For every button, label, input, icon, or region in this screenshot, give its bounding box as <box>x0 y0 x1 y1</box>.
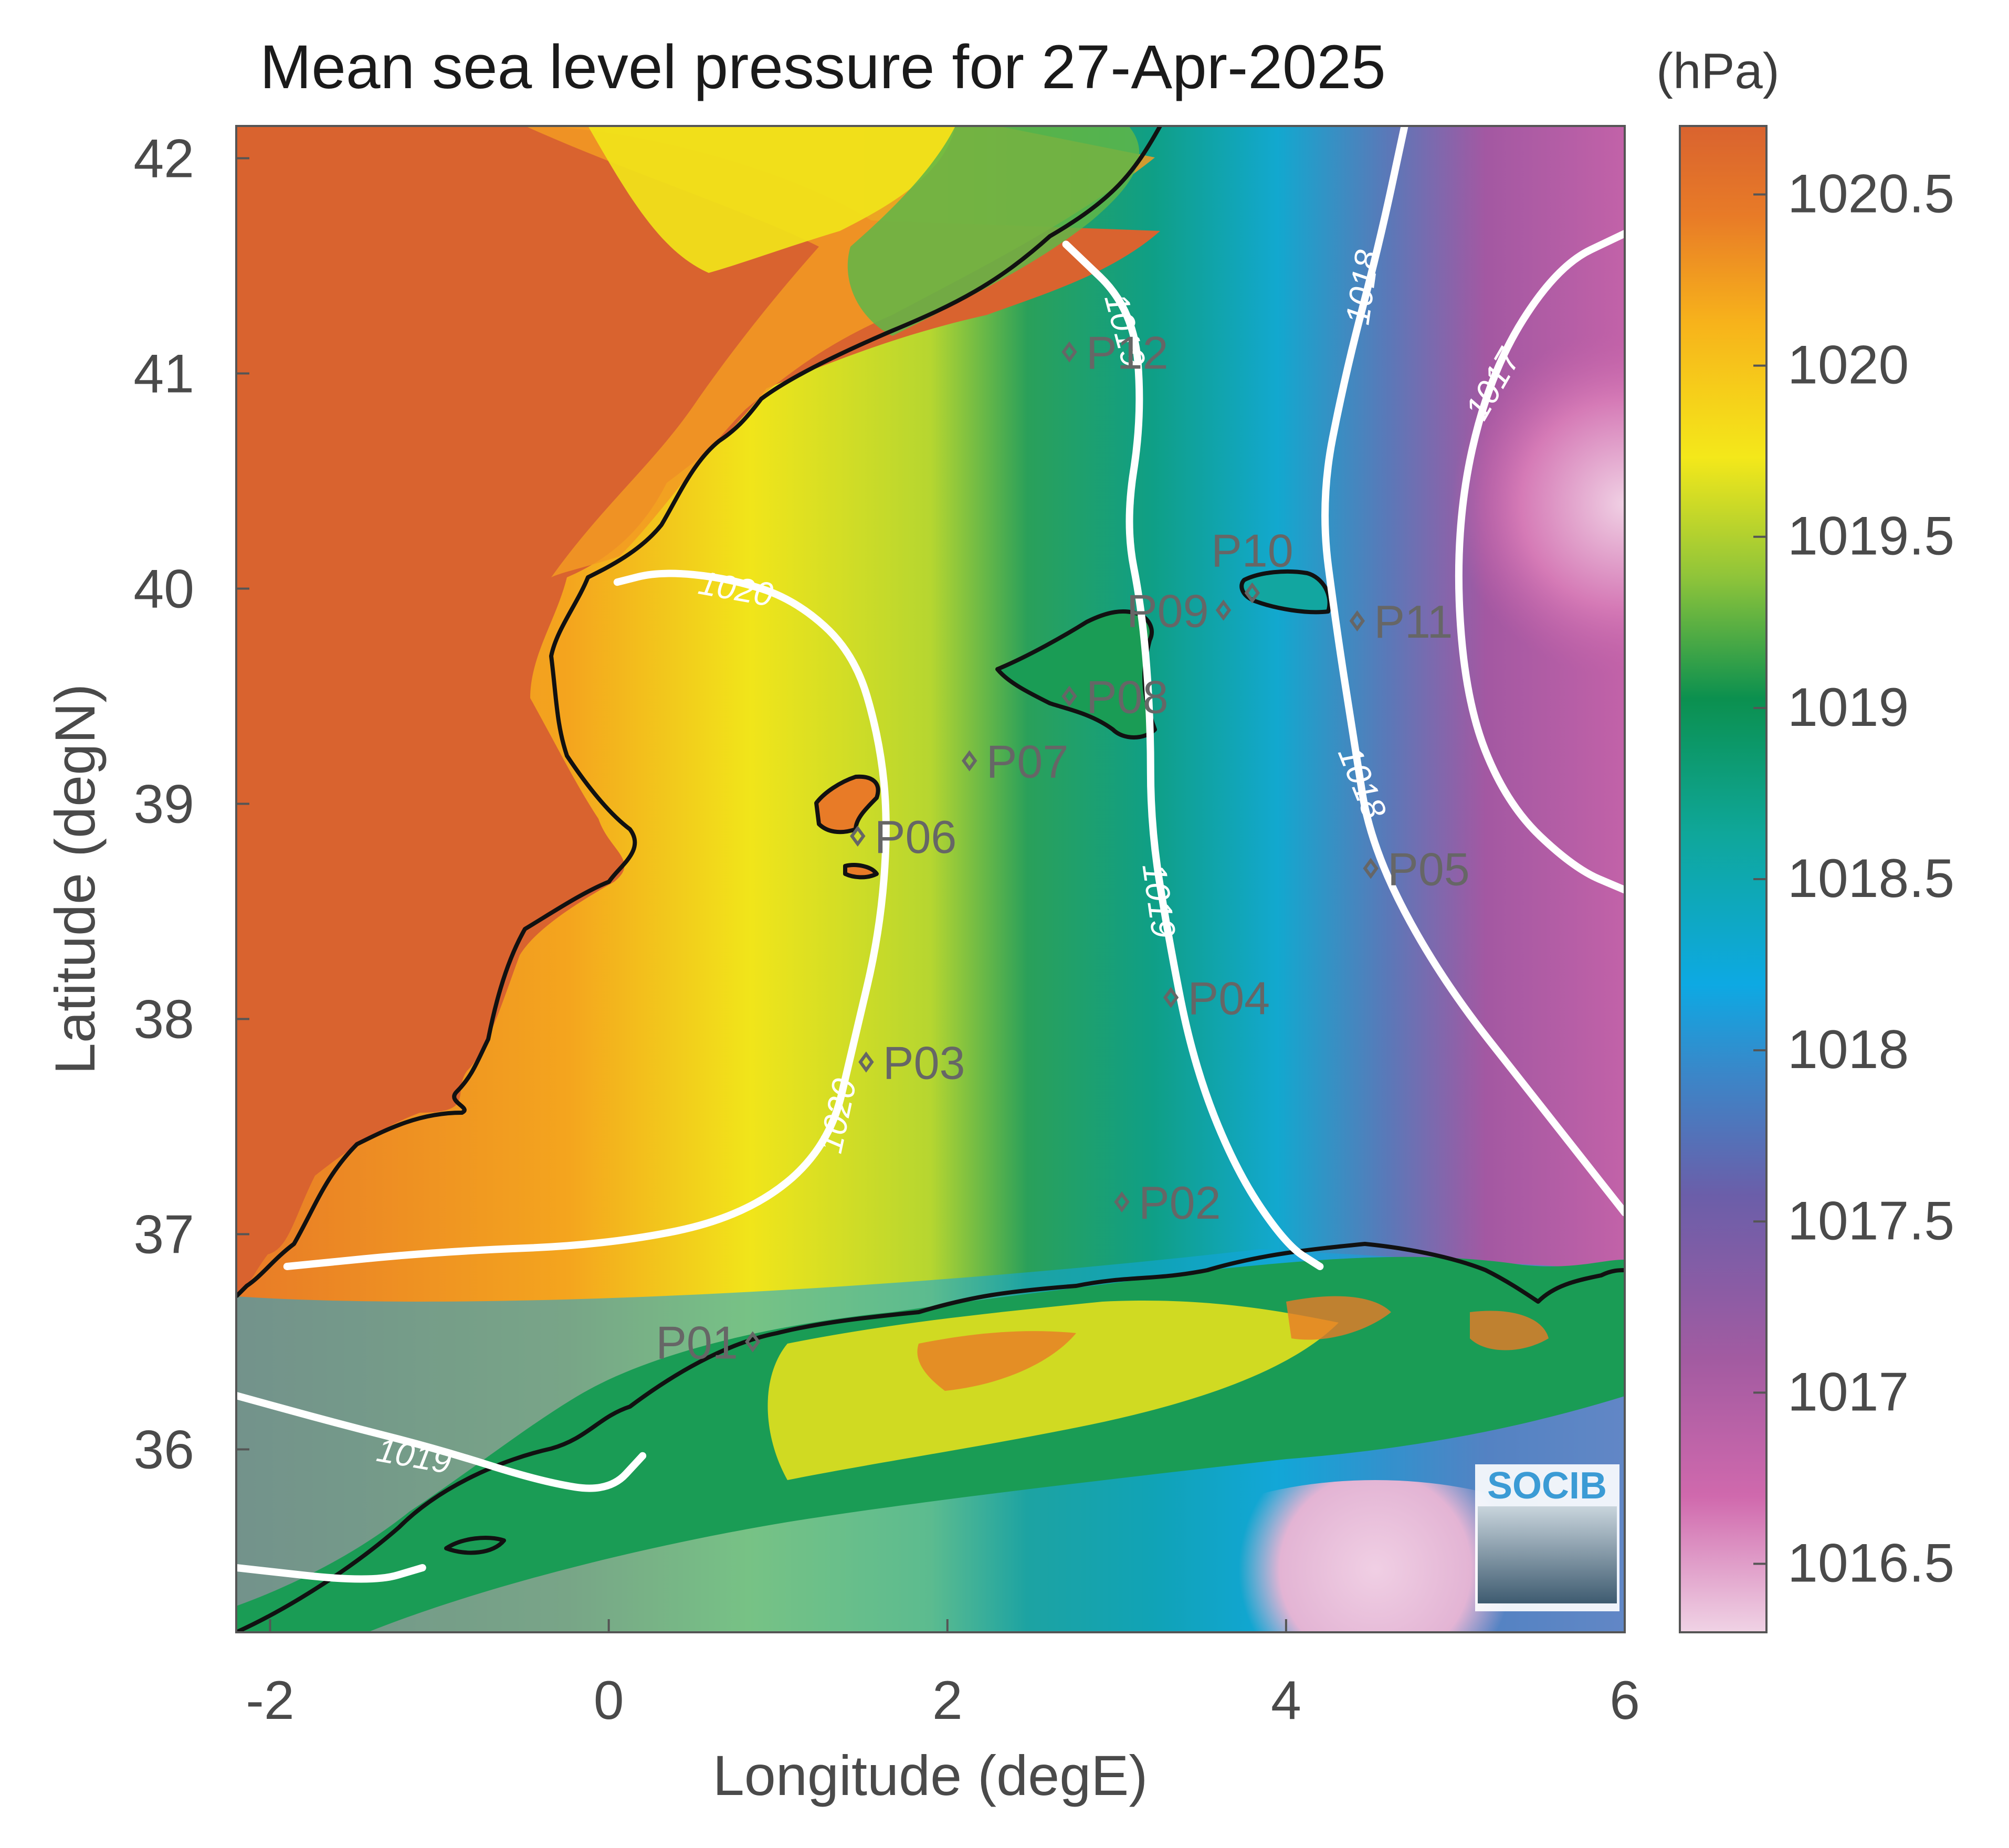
station-marker-P12 <box>1061 341 1077 363</box>
station-label-P06: P06 <box>875 811 957 863</box>
station-marker-P02 <box>1114 1191 1130 1213</box>
contour-line-1020 <box>283 569 890 1270</box>
station-marker-P08 <box>1061 685 1077 707</box>
station-marker-P07 <box>961 750 977 772</box>
colorbar-tick-label: 1018 <box>1787 1019 1909 1080</box>
contour-line-1017 <box>1455 230 1625 894</box>
catalonia-green <box>847 126 1140 336</box>
station-label-P03: P03 <box>883 1037 965 1089</box>
contour-line-1019 <box>236 1564 426 1583</box>
station-label-P05: P05 <box>1387 843 1470 895</box>
y-tick-label: 41 <box>133 344 194 405</box>
iberia-coastline <box>236 126 1162 1298</box>
y-axis-ticks: 36 37 38 39 40 41 42 <box>133 129 249 1481</box>
x-tick-label: 0 <box>594 1670 624 1731</box>
y-tick-label: 39 <box>133 774 194 835</box>
station-marker-P09 <box>1215 599 1232 621</box>
low-pressure-field <box>1312 126 1625 871</box>
station-marker-P03 <box>858 1051 874 1073</box>
chart-title: Mean sea level pressure for 27-Apr-2025 <box>260 33 1386 102</box>
station-marker-P04 <box>1163 987 1179 1008</box>
y-tick-label: 37 <box>133 1205 194 1265</box>
units-label: (hPa) <box>1656 43 1780 99</box>
station-marker-P11 <box>1349 610 1365 632</box>
colorbar-tick-label: 1019.5 <box>1787 506 1954 567</box>
station-label-P09: P09 <box>1127 585 1209 637</box>
y-tick-label: 38 <box>133 989 194 1050</box>
contour-line-1019 <box>1062 240 1324 1270</box>
station-marker-P05 <box>1363 858 1379 879</box>
ibiza-coastline <box>814 774 880 835</box>
station-marker-P06 <box>850 825 866 847</box>
x-tick-label: 6 <box>1610 1670 1640 1731</box>
socib-logo-panel <box>1478 1506 1617 1603</box>
station-label-P11: P11 <box>1374 596 1453 648</box>
iberia-land <box>236 126 1160 1296</box>
y-tick-label: 42 <box>133 129 194 189</box>
station-label-P04: P04 <box>1188 973 1270 1025</box>
station-marker-P01 <box>745 1331 761 1353</box>
y-tick-label: 40 <box>133 559 194 620</box>
colorbar-tick-label: 1016.5 <box>1787 1533 1954 1594</box>
atlas-highland-yellow <box>767 1301 1339 1480</box>
x-tick-label: 2 <box>932 1670 963 1731</box>
formentera-coastline <box>843 863 879 880</box>
station-label-P08: P08 <box>1086 671 1169 723</box>
colorbar-ticks: 1016.5 1017 1017.5 1018 1018.5 1019 1019.5 1020… <box>1753 163 1954 1594</box>
colorbar-tick-label: 1020 <box>1787 335 1909 396</box>
station-label-P10: P10 <box>1211 525 1293 577</box>
x-tick-label: 4 <box>1271 1670 1301 1731</box>
contour-line-1019 <box>236 1392 647 1492</box>
station-label-P02: P02 <box>1139 1177 1221 1229</box>
station-label-P07: P07 <box>986 736 1069 788</box>
x-tick-label: -2 <box>246 1670 294 1731</box>
socib-logo-text: SOCIB <box>1487 1465 1607 1507</box>
station-label-P12: P12 <box>1086 327 1169 379</box>
colorbar-tick-label: 1019 <box>1787 677 1909 738</box>
atlas-highland-orange <box>917 1296 1549 1391</box>
x-axis-ticks: -2 0 2 4 6 <box>246 1619 1640 1731</box>
y-axis-label: Latitude (degN) <box>43 684 107 1074</box>
x-axis-label: Longitude (degE) <box>713 1744 1148 1807</box>
contour-line-1018 <box>1321 126 1625 1217</box>
station-marker-P10 <box>1244 582 1260 604</box>
colorbar-tick-label: 1018.5 <box>1787 848 1954 909</box>
plot-frame <box>235 125 1626 1633</box>
socib-logo: SOCIB <box>1475 1464 1619 1611</box>
mallorca-island <box>997 611 1155 737</box>
pyrenees-highland <box>588 126 955 273</box>
colorbar-tick-label: 1017.5 <box>1787 1190 1954 1251</box>
colorbar-tick-label: 1017 <box>1787 1361 1909 1422</box>
colorbar: 1016.5 1017 1017.5 1018 1018.5 1019 1019.5 1020… <box>1679 125 1954 1633</box>
alboran-coastline <box>444 1536 506 1555</box>
y-tick-label: 36 <box>133 1420 194 1481</box>
colorbar-tick-label: 1020.5 <box>1787 163 1954 224</box>
station-label-P01: P01 <box>656 1317 738 1369</box>
